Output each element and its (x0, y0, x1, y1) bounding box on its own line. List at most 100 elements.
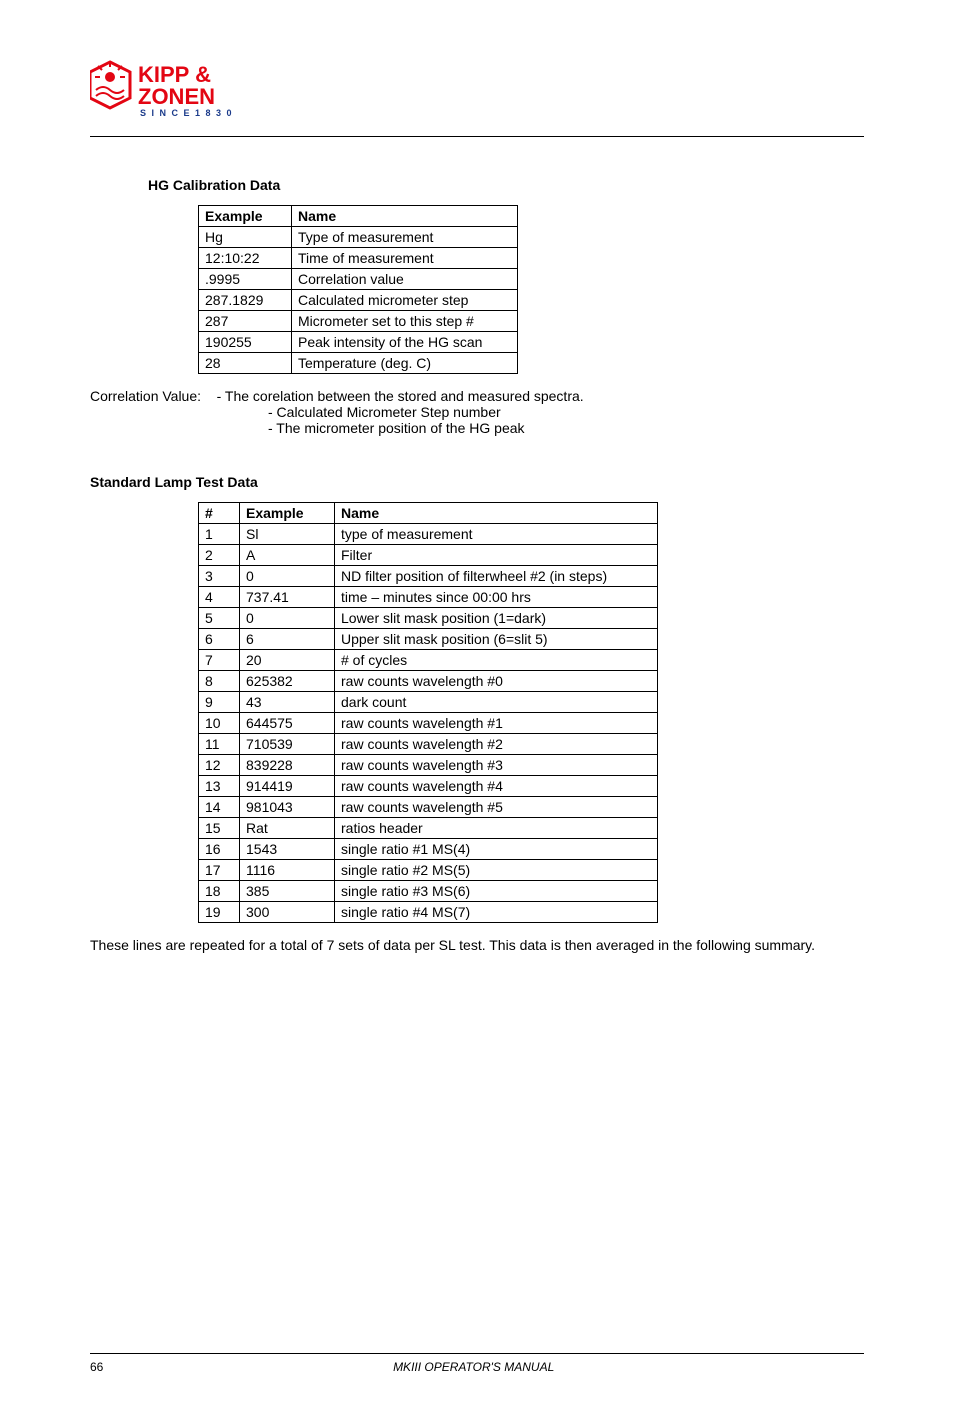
table-row: 10644575raw counts wavelength #1 (199, 713, 658, 734)
sl-num: 3 (199, 566, 240, 587)
table-row: 943dark count (199, 692, 658, 713)
sl-header-name: Name (335, 503, 658, 524)
sl-name: Filter (335, 545, 658, 566)
table-row: 720# of cycles (199, 650, 658, 671)
brand-tagline: S I N C E 1 8 3 0 (140, 108, 233, 118)
footer-doc: MKIII OPERATOR'S MANUAL (103, 1360, 844, 1374)
sl-name: raw counts wavelength #3 (335, 755, 658, 776)
hg-name: Micrometer set to this step # (292, 311, 518, 332)
table-row: 11710539raw counts wavelength #2 (199, 734, 658, 755)
sl-num: 13 (199, 776, 240, 797)
sl-name: ND filter position of filterwheel #2 (in… (335, 566, 658, 587)
hg-example: 190255 (199, 332, 292, 353)
sl-name: Lower slit mask position (1=dark) (335, 608, 658, 629)
footer-page: 66 (90, 1360, 103, 1374)
sl-title: Standard Lamp Test Data (90, 474, 864, 490)
table-row: 28Temperature (deg. C) (199, 353, 518, 374)
hg-title: HG Calibration Data (148, 177, 864, 193)
table-row: 50Lower slit mask position (1=dark) (199, 608, 658, 629)
sl-name: time – minutes since 00:00 hrs (335, 587, 658, 608)
sl-num: 5 (199, 608, 240, 629)
table-row: 13914419raw counts wavelength #4 (199, 776, 658, 797)
sl-example: 644575 (240, 713, 335, 734)
hg-example: 12:10:22 (199, 248, 292, 269)
footer: 66 MKIII OPERATOR'S MANUAL (90, 1353, 864, 1374)
hg-header-name: Name (292, 206, 518, 227)
table-row: 30ND filter position of filterwheel #2 (… (199, 566, 658, 587)
correlation-line1: - The corelation between the stored and … (217, 388, 584, 404)
sl-name: single ratio #1 MS(4) (335, 839, 658, 860)
sl-name: single ratio #3 MS(6) (335, 881, 658, 902)
table-row: 66Upper slit mask position (6=slit 5) (199, 629, 658, 650)
table-row: 287.1829Calculated micrometer step (199, 290, 518, 311)
sl-header-num: # (199, 503, 240, 524)
table-row: 161543single ratio #1 MS(4) (199, 839, 658, 860)
sl-example: 625382 (240, 671, 335, 692)
sl-num: 12 (199, 755, 240, 776)
sl-example: Rat (240, 818, 335, 839)
sl-example: 1543 (240, 839, 335, 860)
sl-num: 11 (199, 734, 240, 755)
sl-name: raw counts wavelength #4 (335, 776, 658, 797)
sl-example: 710539 (240, 734, 335, 755)
correlation-line3: - The micrometer position of the HG peak (268, 420, 864, 436)
sl-num: 2 (199, 545, 240, 566)
sl-num: 19 (199, 902, 240, 923)
hg-table: Example Name HgType of measurement12:10:… (198, 205, 518, 374)
brand-bottom: ZONEN (138, 84, 215, 109)
hg-example: Hg (199, 227, 292, 248)
table-row: 4737.41time – minutes since 00:00 hrs (199, 587, 658, 608)
table-row: 15Ratratios header (199, 818, 658, 839)
sl-num: 6 (199, 629, 240, 650)
table-row: 12:10:22Time of measurement (199, 248, 518, 269)
table-row: 2AFilter (199, 545, 658, 566)
table-row: .9995Correlation value (199, 269, 518, 290)
table-row: 1Sltype of measurement (199, 524, 658, 545)
table-row: 171116single ratio #2 MS(5) (199, 860, 658, 881)
sl-name: ratios header (335, 818, 658, 839)
logo: KIPP & ZONEN S I N C E 1 8 3 0 (90, 60, 864, 126)
hg-example: 287.1829 (199, 290, 292, 311)
hg-example: 28 (199, 353, 292, 374)
sl-name: single ratio #4 MS(7) (335, 902, 658, 923)
sl-example: 300 (240, 902, 335, 923)
sl-num: 8 (199, 671, 240, 692)
hg-example: 287 (199, 311, 292, 332)
sl-num: 15 (199, 818, 240, 839)
correlation-label: Correlation Value: (90, 388, 201, 404)
sl-example: 914419 (240, 776, 335, 797)
sl-example: 0 (240, 566, 335, 587)
sl-example: 737.41 (240, 587, 335, 608)
sl-name: # of cycles (335, 650, 658, 671)
sl-name: raw counts wavelength #2 (335, 734, 658, 755)
hg-example: .9995 (199, 269, 292, 290)
sl-example: Sl (240, 524, 335, 545)
sl-num: 10 (199, 713, 240, 734)
table-row: 18385single ratio #3 MS(6) (199, 881, 658, 902)
sl-num: 16 (199, 839, 240, 860)
correlation-block: Correlation Value: - The corelation betw… (90, 388, 864, 436)
table-row: 287Micrometer set to this step # (199, 311, 518, 332)
sl-num: 17 (199, 860, 240, 881)
hg-name: Correlation value (292, 269, 518, 290)
sl-example: A (240, 545, 335, 566)
sl-example: 839228 (240, 755, 335, 776)
sl-name: single ratio #2 MS(5) (335, 860, 658, 881)
hg-name: Temperature (deg. C) (292, 353, 518, 374)
hg-name: Time of measurement (292, 248, 518, 269)
table-row: 19300single ratio #4 MS(7) (199, 902, 658, 923)
sl-name: raw counts wavelength #5 (335, 797, 658, 818)
table-row: 8625382raw counts wavelength #0 (199, 671, 658, 692)
sl-name: raw counts wavelength #0 (335, 671, 658, 692)
sl-example: 6 (240, 629, 335, 650)
hg-name: Peak intensity of the HG scan (292, 332, 518, 353)
sl-table: # Example Name 1Sltype of measurement2AF… (198, 502, 658, 923)
table-row: HgType of measurement (199, 227, 518, 248)
sl-name: Upper slit mask position (6=slit 5) (335, 629, 658, 650)
sl-example: 43 (240, 692, 335, 713)
sl-num: 9 (199, 692, 240, 713)
sl-example: 385 (240, 881, 335, 902)
hg-header-example: Example (199, 206, 292, 227)
hg-name: Calculated micrometer step (292, 290, 518, 311)
correlation-line2: - Calculated Micrometer Step number (268, 404, 864, 420)
